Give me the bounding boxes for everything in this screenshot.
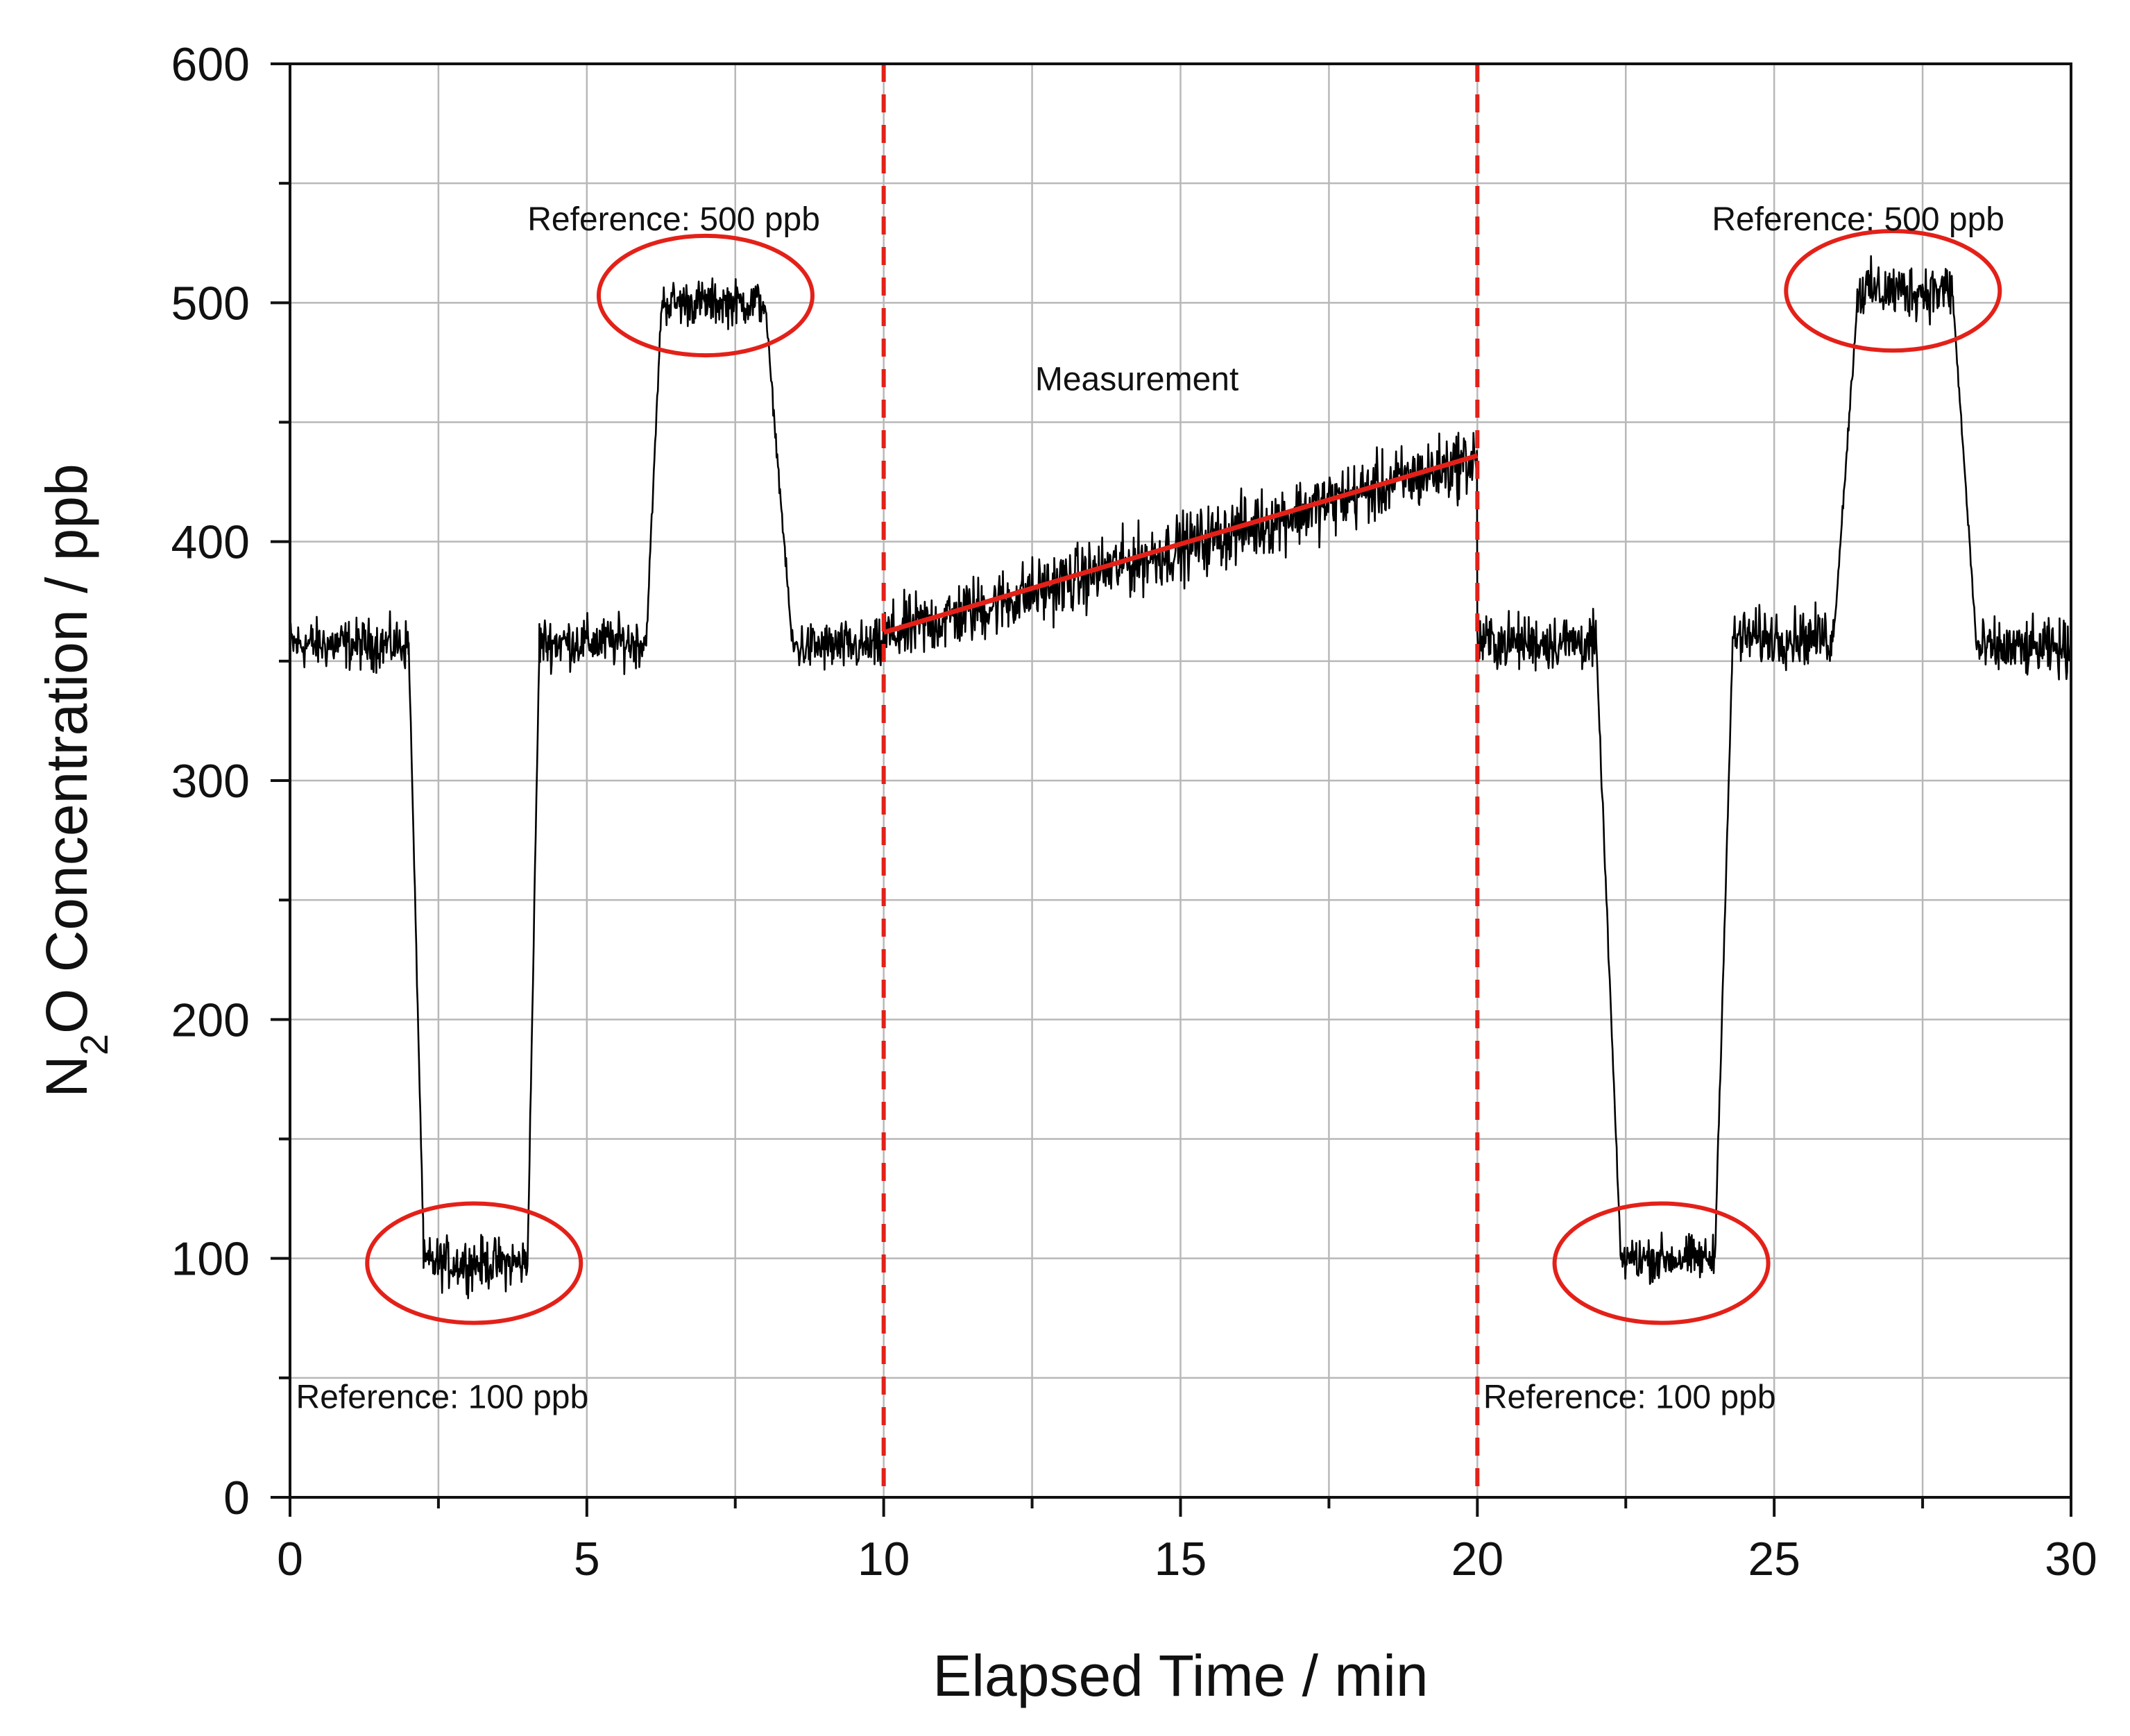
x-tick-label: 5 <box>574 1533 600 1585</box>
y-tick-label: 100 <box>171 1233 250 1286</box>
x-tick-label: 30 <box>2045 1533 2097 1585</box>
x-tick-label: 25 <box>1748 1533 1800 1585</box>
grid-lines <box>290 64 2071 1497</box>
y-tick-label: 400 <box>171 516 250 569</box>
y-axis-title: N2O Concentration / ppb <box>34 463 116 1098</box>
annotations-group: Reference: 500 ppb Measurement Reference: … <box>296 201 2004 1416</box>
y-tick-label: 500 <box>171 277 250 330</box>
y-axis-title-n: N <box>34 1055 99 1098</box>
annotation-reference-100-second: Reference: 100 ppb <box>1483 1379 1776 1415</box>
axis-ticks <box>271 62 2072 1517</box>
y-tick-label: 600 <box>171 38 250 91</box>
y-tick-label: 200 <box>171 994 250 1046</box>
x-tick-label: 15 <box>1155 1533 1207 1585</box>
annotation-reference-500-first: Reference: 500 ppb <box>527 201 820 238</box>
ellipse-reference-500-second <box>1784 229 2002 353</box>
ellipse-reference-100-second <box>1552 1201 1771 1325</box>
x-tick-label: 10 <box>858 1533 910 1585</box>
x-axis-title: Elapsed Time / min <box>932 1643 1428 1708</box>
signal-trace-group <box>289 255 2072 1300</box>
y-tick-label: 300 <box>171 755 250 808</box>
x-tick-label: 20 <box>1451 1533 1504 1585</box>
annotation-reference-500-second: Reference: 500 ppb <box>1712 201 2004 238</box>
y-tick-label: 0 <box>223 1472 250 1524</box>
ellipse-reference-500-first <box>596 233 815 358</box>
signal-trace-line <box>289 255 2072 1300</box>
y-axis-title-rest: O Concentration / ppb <box>34 463 99 1034</box>
x-tick-label: 0 <box>277 1533 303 1585</box>
y-axis-title-subscript: 2 <box>72 1034 116 1055</box>
ellipse-reference-100-first <box>365 1201 583 1325</box>
red-overlays <box>365 64 2002 1497</box>
annotation-reference-100-first: Reference: 100 ppb <box>296 1379 589 1415</box>
annotation-measurement: Measurement <box>1035 361 1238 398</box>
fit-line <box>883 453 1479 635</box>
